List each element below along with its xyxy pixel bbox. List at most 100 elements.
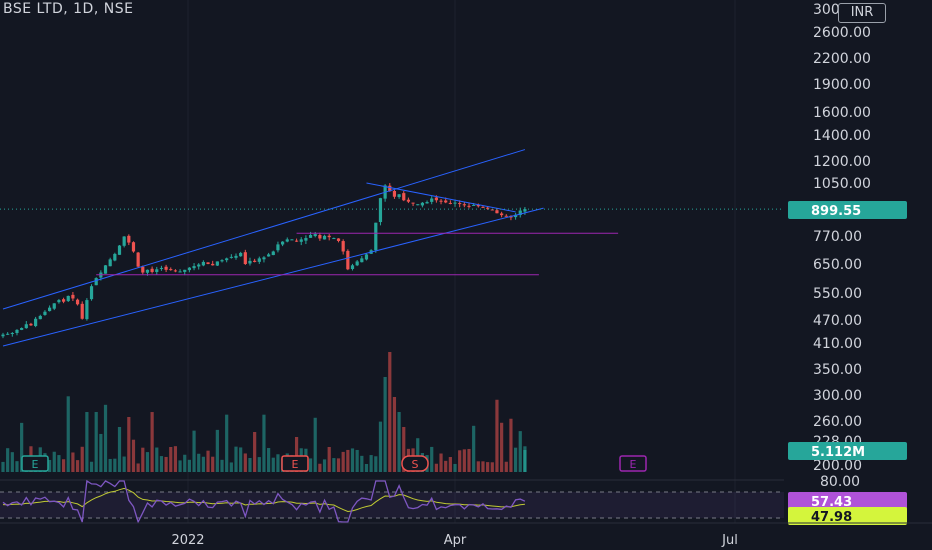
volume-bar bbox=[89, 461, 94, 472]
candle-body bbox=[336, 238, 341, 241]
volume-bar bbox=[57, 455, 61, 472]
candle-body bbox=[183, 269, 187, 272]
candle-body bbox=[360, 258, 364, 263]
candle-body bbox=[52, 303, 56, 309]
volume-bar bbox=[294, 437, 299, 472]
volume-bar bbox=[155, 447, 159, 472]
candle-body bbox=[495, 210, 499, 214]
volume-bar bbox=[518, 431, 522, 472]
last-price-badge[interactable]: 899.55 bbox=[788, 201, 907, 219]
candle-body bbox=[476, 205, 480, 207]
candle-body bbox=[75, 299, 80, 305]
event-label: E bbox=[292, 458, 299, 471]
lower-channel-line[interactable] bbox=[2, 207, 544, 347]
candle-body bbox=[518, 210, 522, 216]
volume-bar bbox=[378, 421, 383, 472]
volume-bar bbox=[392, 397, 397, 472]
candle-body bbox=[262, 257, 266, 260]
candle-body bbox=[355, 261, 359, 266]
candle-body bbox=[341, 241, 345, 252]
candle-body bbox=[229, 256, 233, 258]
candle-body bbox=[267, 254, 271, 257]
candle-body bbox=[187, 267, 191, 271]
price-tick-label: 550.00 bbox=[813, 286, 862, 302]
candle-body bbox=[127, 235, 131, 243]
symbol-title[interactable]: BSE LTD, 1D, NSE bbox=[3, 1, 134, 17]
candle-body bbox=[411, 202, 415, 204]
candle-body bbox=[215, 261, 219, 266]
candle-body bbox=[467, 205, 471, 207]
rsi-ma-badge[interactable]: 47.98 bbox=[788, 507, 907, 525]
volume-bar bbox=[234, 446, 238, 472]
candle-body bbox=[159, 267, 164, 269]
candle-body bbox=[271, 251, 275, 256]
triangle-top-line[interactable] bbox=[366, 182, 516, 213]
candle-body bbox=[253, 260, 257, 262]
volume-bar bbox=[187, 459, 191, 472]
candle-body bbox=[113, 253, 117, 261]
volume-bar bbox=[71, 452, 75, 472]
time-tick-label: 2022 bbox=[171, 533, 204, 548]
candle-body bbox=[239, 252, 243, 257]
price-axis[interactable]: 3000.002600.002200.001900.001600.001400.… bbox=[788, 2, 907, 525]
earnings-event-marker[interactable]: E bbox=[619, 455, 647, 472]
candle-body bbox=[434, 197, 438, 201]
rsi-value-badge[interactable]: 57.43 bbox=[788, 492, 907, 510]
rsi-line bbox=[2, 479, 526, 524]
grid-lines bbox=[0, 0, 784, 523]
candle-body bbox=[453, 202, 457, 204]
volume-badge[interactable]: 5.112M bbox=[788, 442, 907, 460]
price-tick-label: 1200.00 bbox=[813, 154, 871, 170]
price-tick-label: 350.00 bbox=[813, 362, 862, 378]
volume-bar bbox=[113, 458, 117, 472]
volume-bar bbox=[262, 414, 266, 472]
volume-bar bbox=[360, 455, 364, 472]
candle-body bbox=[402, 193, 406, 201]
candle-body bbox=[332, 238, 336, 240]
volume-bar bbox=[164, 456, 168, 472]
candle-body bbox=[234, 255, 238, 258]
volume-bar bbox=[127, 417, 131, 472]
currency-badge[interactable]: INR bbox=[838, 3, 886, 23]
candle-body bbox=[374, 222, 378, 251]
candle-body bbox=[486, 207, 490, 209]
candle-body bbox=[117, 245, 122, 255]
volume-bar bbox=[257, 457, 261, 472]
candle-body bbox=[281, 241, 285, 245]
volume-bar bbox=[267, 448, 271, 472]
volume-bar bbox=[453, 463, 457, 472]
volume-bar bbox=[514, 447, 518, 472]
time-axis[interactable]: 2022 Apr Jul bbox=[0, 522, 932, 548]
price-tick-label: 1050.00 bbox=[813, 176, 871, 192]
candle-body bbox=[85, 300, 89, 320]
volume-bar bbox=[495, 399, 499, 472]
candle-body bbox=[29, 323, 33, 326]
price-tick-label: 650.00 bbox=[813, 257, 862, 273]
earnings-event-marker[interactable]: E bbox=[281, 455, 309, 472]
volume-bar bbox=[346, 449, 350, 472]
earnings-event-marker[interactable]: E bbox=[21, 455, 49, 472]
candle-body bbox=[448, 202, 452, 204]
volume-bar bbox=[66, 396, 70, 472]
volume-bar bbox=[341, 451, 345, 472]
trendlines[interactable] bbox=[0, 149, 784, 347]
candle-body bbox=[500, 213, 504, 216]
volume-bar bbox=[108, 458, 112, 472]
volume-bar bbox=[448, 457, 452, 472]
volume-bar bbox=[103, 404, 108, 472]
candle-body bbox=[444, 200, 448, 203]
event-label: S bbox=[412, 458, 419, 471]
split-event-marker[interactable]: S bbox=[401, 455, 429, 472]
candle-body bbox=[308, 234, 313, 238]
volume-bar bbox=[239, 447, 243, 472]
volume-bar bbox=[322, 459, 327, 472]
upper-channel-line[interactable] bbox=[2, 149, 526, 310]
volume-bar bbox=[20, 422, 24, 472]
volume-bar bbox=[75, 460, 80, 472]
volume-bar bbox=[444, 460, 448, 472]
candle-body bbox=[24, 324, 28, 329]
rsi-panel bbox=[0, 479, 784, 524]
candle-body bbox=[150, 268, 154, 272]
